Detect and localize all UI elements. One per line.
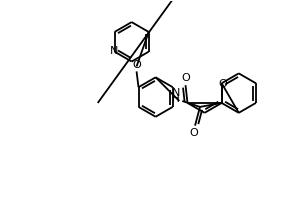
Text: O: O (190, 128, 198, 138)
Text: O: O (218, 79, 227, 89)
Text: N: N (172, 88, 181, 98)
Text: H: H (172, 94, 180, 104)
Text: O: O (132, 60, 141, 70)
Text: N: N (110, 46, 119, 56)
Text: O: O (181, 73, 190, 83)
